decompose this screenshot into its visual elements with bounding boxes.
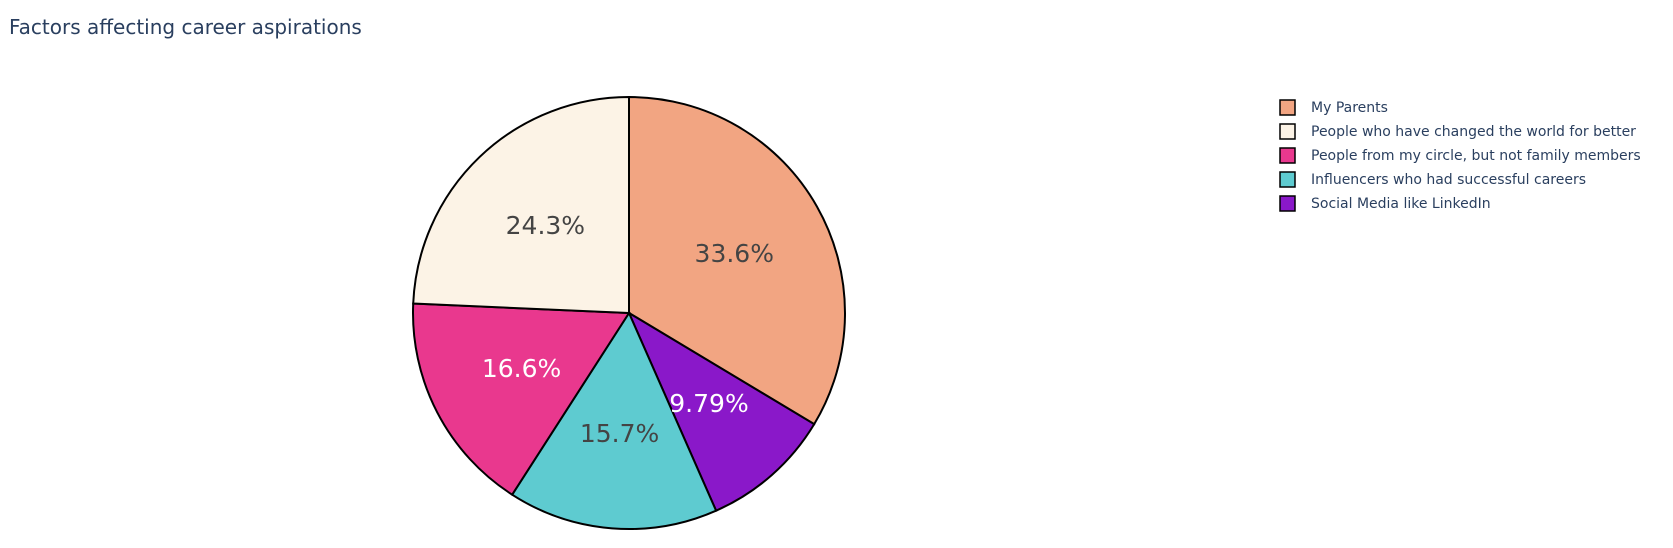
chart-title: Factors affecting career aspirations xyxy=(9,15,362,39)
legend-item-4[interactable]: Influencers who had successful careers xyxy=(1279,171,1586,188)
legend-swatch xyxy=(1279,171,1296,188)
legend-label: My Parents xyxy=(1311,100,1388,116)
slice-percent-label-1: 33.6% xyxy=(695,239,774,268)
legend-swatch xyxy=(1279,123,1296,140)
pie-slices xyxy=(412,95,846,530)
legend-label: People who have changed the world for be… xyxy=(1311,124,1636,140)
slice-percent-label-5: 24.3% xyxy=(506,211,585,240)
legend-label: People from my circle, but not family me… xyxy=(1311,148,1641,164)
pie-slice-4 xyxy=(412,302,631,497)
pie-slice-labels: 33.6% 9.79% 15.7% 16.6% 24.3% xyxy=(482,211,774,448)
pie-slice-1 xyxy=(628,95,846,426)
legend-swatch xyxy=(1279,147,1296,164)
slice-percent-label-4: 16.6% xyxy=(482,354,561,383)
slice-percent-label-2: 9.79% xyxy=(669,389,748,418)
legend-item-5[interactable]: Social Media like LinkedIn xyxy=(1279,195,1491,212)
legend-item-1[interactable]: My Parents xyxy=(1279,99,1388,116)
legend: My Parents People who have changed the wo… xyxy=(1279,99,1641,212)
legend-item-3[interactable]: People from my circle, but not family me… xyxy=(1279,147,1641,164)
legend-item-2[interactable]: People who have changed the world for be… xyxy=(1279,123,1636,140)
legend-swatch xyxy=(1279,99,1296,116)
pie-slice-5 xyxy=(412,95,630,315)
pie-slice-3 xyxy=(510,310,718,530)
slice-percent-label-3: 15.7% xyxy=(580,419,659,448)
pie-slice-2 xyxy=(626,310,816,512)
legend-swatch xyxy=(1279,195,1296,212)
legend-label: Social Media like LinkedIn xyxy=(1311,196,1491,212)
legend-label: Influencers who had successful careers xyxy=(1311,172,1586,188)
